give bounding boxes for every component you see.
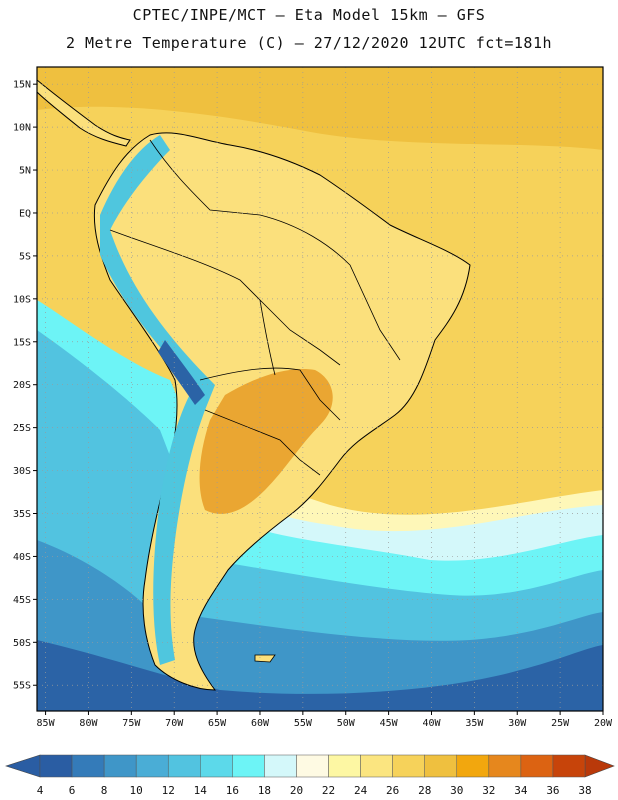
central-america-land	[37, 79, 131, 147]
lat-tick-label: 5N	[19, 166, 31, 177]
band-4	[37, 640, 603, 711]
lon-tick-label: 60W	[251, 718, 270, 729]
lat-tick-label: 50S	[13, 638, 31, 649]
colorbar-label: 14	[194, 784, 208, 797]
colorbar-label: 38	[578, 784, 591, 797]
lon-tick-label: 20W	[594, 718, 613, 729]
colorbar-label: 26	[386, 784, 399, 797]
colorbar-label: 12	[162, 784, 175, 797]
lon-tick-label: 55W	[294, 718, 313, 729]
colorbar-swatch	[392, 754, 425, 778]
lat-tick-label: 35S	[13, 509, 31, 520]
longitude-axis: 85W 80W 75W 70W 65W 60W 55W 50W 45W 40W 35W 30W 25W 2…	[37, 711, 613, 729]
caribbean-warm	[37, 67, 603, 150]
colorbar-swatch	[135, 754, 169, 778]
colorbar-swatch	[488, 754, 522, 778]
colorbar-swatch	[424, 754, 458, 778]
lon-tick-label: 65W	[208, 718, 227, 729]
lat-tick-label: 5S	[19, 251, 31, 262]
altiplano-cold	[158, 340, 205, 405]
lat-tick-label: EQ	[19, 208, 31, 219]
lat-tick-label: 55S	[13, 681, 31, 692]
colorbar-label: 8	[101, 784, 108, 797]
colorbar-label: 16	[226, 784, 239, 797]
colorbar-swatch	[200, 754, 233, 778]
lat-tick-label: 25S	[13, 423, 31, 434]
colorbar-label: 6	[69, 784, 76, 797]
lon-tick-label: 80W	[79, 718, 98, 729]
colorbar-swatch	[232, 754, 265, 778]
hot-core	[199, 369, 333, 514]
colorbar-label: 24	[354, 784, 368, 797]
colorbar-label: 10	[130, 784, 143, 797]
lat-tick-label: 15N	[13, 80, 31, 91]
colorbar-swatch	[456, 754, 490, 778]
lon-tick-label: 35W	[465, 718, 484, 729]
country-borders	[109, 139, 401, 476]
temperature-field	[37, 67, 603, 711]
colorbar-label: 18	[258, 784, 271, 797]
colorbar-right-arrow	[584, 754, 615, 778]
chart-subtitle: 2 Metre Temperature (C) – 27/12/2020 12U…	[65, 34, 553, 52]
lon-tick-label: 25W	[551, 718, 570, 729]
colorbar-label: 20	[290, 784, 303, 797]
colorbar-swatch	[552, 754, 586, 778]
chart-title: CPTEC/INPE/MCT – Eta Model 15km – GFS	[132, 6, 486, 24]
colorbar-swatch	[520, 754, 554, 778]
lat-tick-label: 10S	[13, 294, 31, 305]
colorbar-swatch	[103, 754, 137, 778]
colorbar-label: 22	[322, 784, 335, 797]
lon-tick-label: 45W	[380, 718, 399, 729]
lon-tick-label: 75W	[122, 718, 141, 729]
latitude-axis: 15N 10N 5N EQ 5S 10S 15S 20S 25S 30S 35S 40S 45S 50S 5…	[13, 80, 37, 692]
colorbar-swatch	[71, 754, 105, 778]
lon-tick-label: 30W	[508, 718, 527, 729]
colorbar-label: 30	[450, 784, 463, 797]
colorbar: 4 6 8 10 12 14 16 18 20 22 24 26 28 30 32 34 36 38	[5, 754, 615, 797]
lon-tick-label: 70W	[165, 718, 184, 729]
lat-tick-label: 30S	[13, 466, 31, 477]
map-frame	[36, 66, 604, 712]
lon-tick-label: 85W	[37, 718, 56, 729]
colorbar-label: 32	[482, 784, 495, 797]
colorbar-label: 36	[546, 784, 559, 797]
colorbar-swatch	[360, 754, 393, 778]
colorbar-left-arrow	[5, 754, 41, 778]
colorbar-label: 34	[514, 784, 528, 797]
lat-tick-label: 15S	[13, 337, 31, 348]
colorbar-swatch	[167, 754, 201, 778]
lat-tick-label: 45S	[13, 595, 31, 606]
colorbar-swatch	[264, 754, 297, 778]
colorbar-swatch	[39, 754, 73, 778]
colorbar-swatch	[296, 754, 329, 778]
lat-tick-label: 10N	[13, 123, 31, 134]
colorbar-label: 28	[418, 784, 431, 797]
lat-tick-label: 20S	[13, 380, 31, 391]
lat-tick-label: 40S	[13, 552, 31, 563]
colorbar-label: 4	[37, 784, 44, 797]
lon-tick-label: 50W	[337, 718, 356, 729]
falkland-islands	[254, 654, 276, 663]
lon-tick-label: 40W	[422, 718, 441, 729]
colorbar-swatch	[328, 754, 361, 778]
